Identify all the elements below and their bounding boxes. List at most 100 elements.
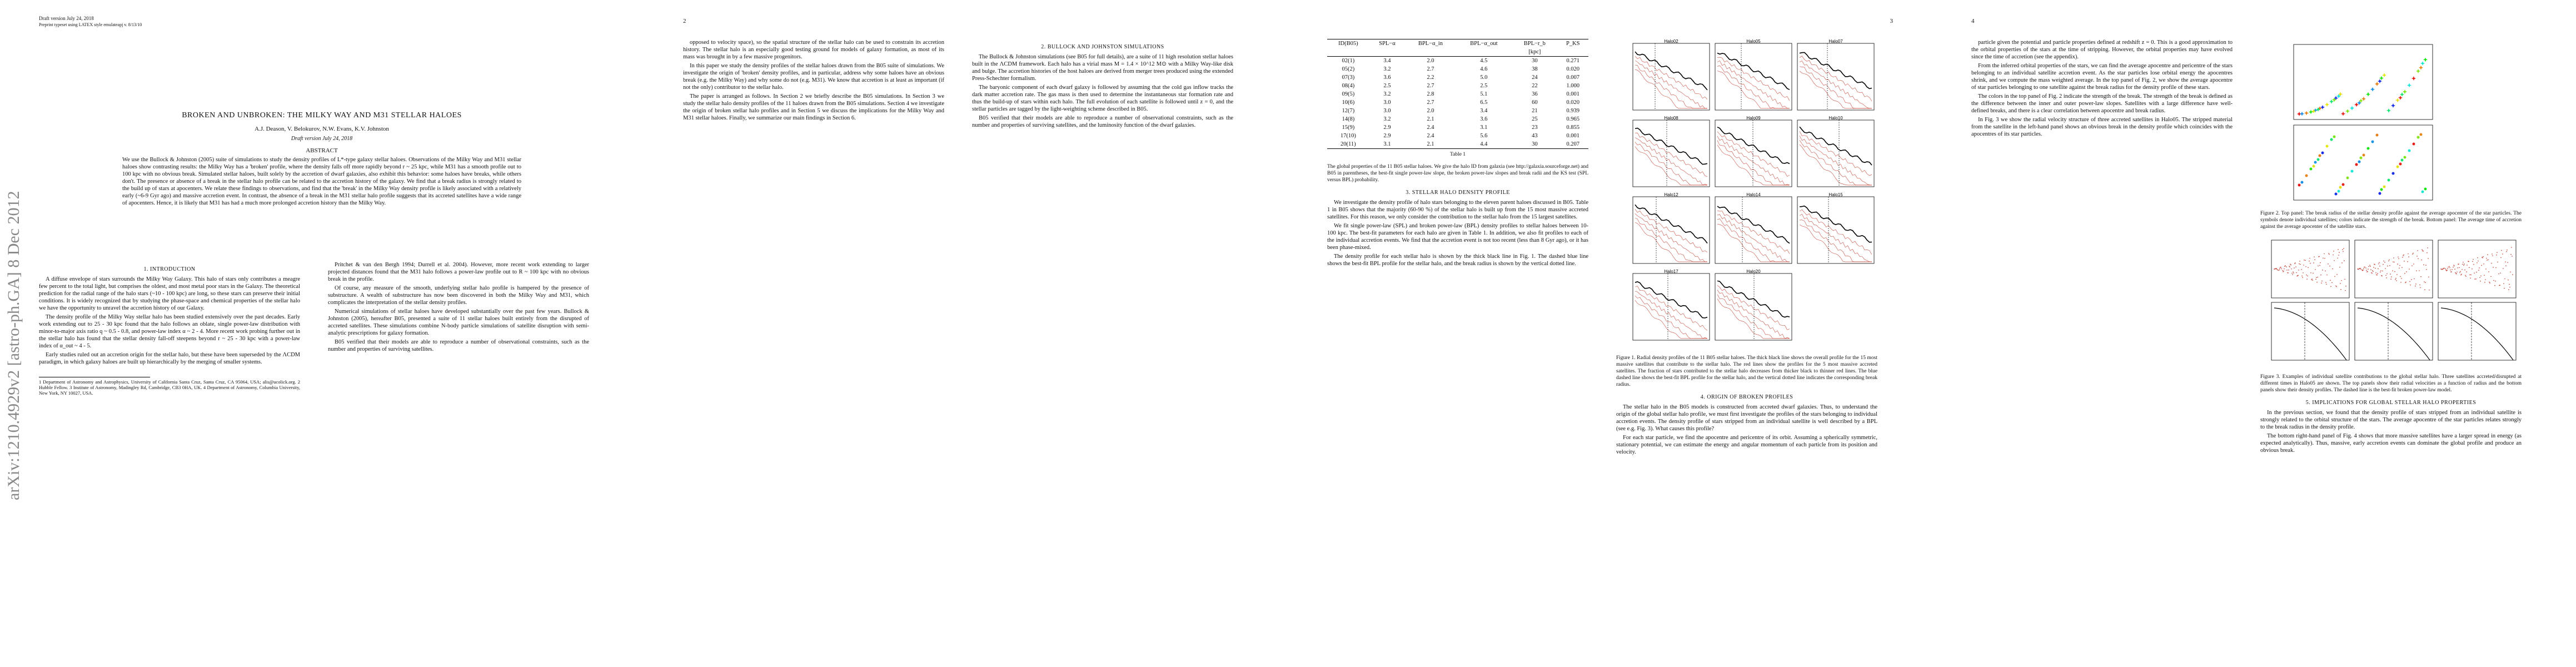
figure-3 xyxy=(2271,240,2517,361)
header-cell xyxy=(1557,48,1588,57)
point xyxy=(2338,92,2343,97)
column: 1. INTRODUCTION A diffuse envelope of st… xyxy=(39,261,300,396)
particle xyxy=(2504,278,2505,280)
particle xyxy=(2398,258,2399,260)
cell: 38 xyxy=(1532,66,1538,72)
cell: 2.4 xyxy=(1427,125,1434,131)
point xyxy=(2298,183,2301,187)
particle xyxy=(2280,266,2281,268)
particle xyxy=(2456,273,2457,275)
paragraph: particle given the potential and particl… xyxy=(1971,39,2233,60)
point xyxy=(2396,165,2399,168)
point xyxy=(2391,103,2395,108)
particle xyxy=(2464,269,2465,271)
point xyxy=(2304,111,2309,116)
panel-frame xyxy=(1632,196,1710,264)
point xyxy=(2383,185,2386,188)
profile-curve xyxy=(1635,69,1707,109)
profile-curve xyxy=(1717,294,1790,339)
particle xyxy=(2417,250,2418,251)
particle xyxy=(2316,281,2318,283)
footnotes: 1 Department of Astronomy and Astrophysi… xyxy=(39,379,300,396)
cell: 2.9 xyxy=(1383,125,1391,131)
particle xyxy=(2407,261,2408,262)
profile-curve xyxy=(1635,286,1708,331)
particle xyxy=(2291,272,2293,274)
profile-curve xyxy=(1717,136,1790,186)
particle xyxy=(2480,280,2481,282)
particle xyxy=(2497,261,2498,263)
particle xyxy=(2472,268,2473,270)
particle xyxy=(2424,281,2425,282)
point xyxy=(2359,98,2363,103)
point xyxy=(2312,165,2315,168)
particle xyxy=(2446,270,2447,271)
particle xyxy=(2309,260,2310,262)
profile-curve xyxy=(1717,210,1790,254)
profile-curve xyxy=(1717,290,1790,339)
paragraph: Pritchet & van den Bergh 1994; Durrell e… xyxy=(328,262,589,282)
table-row: 14(8) 3.2 2.1 3.6 25 0.965 xyxy=(1327,115,1588,123)
particle xyxy=(2466,271,2467,272)
table-row: 05(2) 3.2 2.7 4.6 38 0.020 xyxy=(1327,65,1588,73)
particle xyxy=(2506,251,2507,252)
panel-frame xyxy=(2271,302,2350,361)
particle xyxy=(2399,267,2400,269)
particle xyxy=(2490,276,2492,277)
particle xyxy=(2493,267,2494,268)
particle xyxy=(2338,248,2339,250)
paragraph: Of course, any measure of the smooth, un… xyxy=(328,285,589,306)
cell: 2.1 xyxy=(1427,116,1434,122)
particle xyxy=(2399,265,2400,266)
table-row: 15(9) 2.9 2.4 3.1 23 0.855 xyxy=(1327,123,1588,132)
particle xyxy=(2510,271,2511,273)
particle xyxy=(2276,268,2278,270)
particle xyxy=(2295,266,2296,267)
paragraph: For each star particle, we find the apoc… xyxy=(1616,435,1877,455)
particle xyxy=(2305,266,2306,267)
particle xyxy=(2416,256,2418,257)
particle xyxy=(2279,269,2280,271)
particle xyxy=(2408,256,2409,258)
particle xyxy=(2388,260,2389,262)
particle xyxy=(2329,265,2330,267)
cell: 4.4 xyxy=(1456,140,1512,149)
table-header-row: ID(B05) SPL−α BPL−α_in BPL−α_out BPL−r_b P_KS xyxy=(1327,39,1588,48)
particle xyxy=(2274,268,2275,270)
cell: 23 xyxy=(1532,125,1538,131)
particle xyxy=(2416,270,2417,272)
particle xyxy=(2300,263,2301,265)
point xyxy=(2362,153,2365,157)
point xyxy=(2380,188,2383,191)
profile-curve xyxy=(1799,213,1872,262)
panel-label: Halo12 xyxy=(1664,192,1678,197)
profile-curve xyxy=(1799,209,1872,255)
particle xyxy=(2373,267,2374,268)
point xyxy=(2333,135,2336,138)
point xyxy=(2379,76,2384,81)
particle xyxy=(2310,262,2311,264)
particle xyxy=(2384,261,2385,263)
cell: 2.0 xyxy=(1427,58,1434,64)
particle xyxy=(2295,262,2296,263)
profile-curve xyxy=(1635,222,1707,262)
point xyxy=(2412,142,2415,146)
particle xyxy=(2482,257,2483,258)
particle xyxy=(2366,271,2368,272)
point xyxy=(2321,151,2324,155)
cell: 08(4) xyxy=(1342,83,1355,89)
profile-curve xyxy=(1799,205,1872,243)
profile-curve xyxy=(1799,56,1872,102)
cell: 3.4 xyxy=(1383,58,1391,64)
panel-frame xyxy=(2354,240,2433,298)
profile-curve xyxy=(1717,280,1790,318)
point xyxy=(2358,160,2361,163)
particle xyxy=(2290,264,2291,266)
point xyxy=(2354,102,2359,107)
particle xyxy=(2474,278,2475,280)
profile-curve xyxy=(1799,61,1872,109)
particle xyxy=(2479,277,2480,278)
particle xyxy=(2428,276,2429,278)
particle xyxy=(2374,263,2375,265)
cell: 2.2 xyxy=(1427,74,1434,81)
